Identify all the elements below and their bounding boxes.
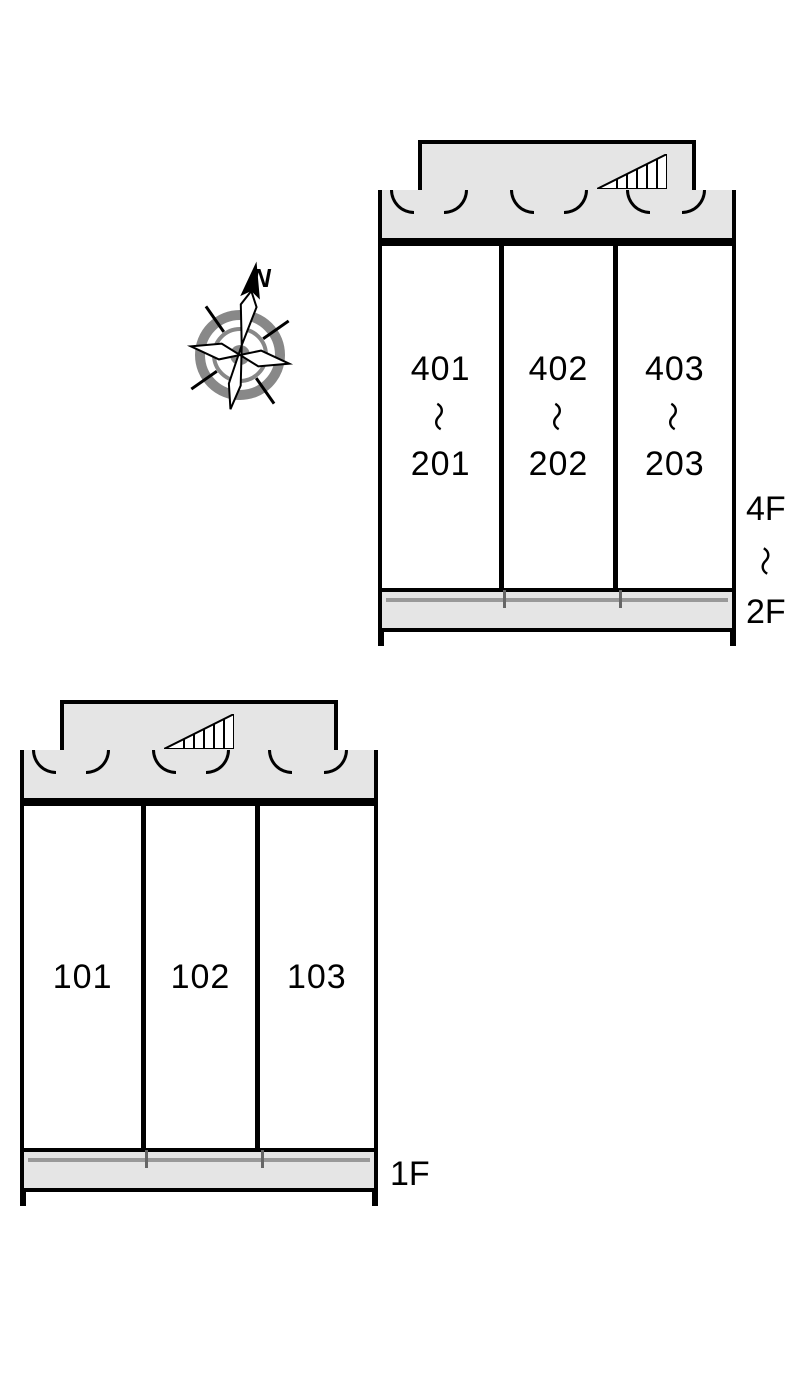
compass-north-label: N <box>252 263 272 293</box>
stairs-icon <box>597 154 667 189</box>
upper-floor-label: 4F 〜 2F <box>746 490 788 632</box>
unit-cell: 403 〜 203 <box>618 246 732 588</box>
floor-label: 1F <box>390 1155 430 1193</box>
unit-cell: 101 <box>24 806 146 1148</box>
upper-entry-roof <box>418 140 696 190</box>
lower-floor-label: 1F <box>390 1155 430 1194</box>
unit-cell: 402 〜 202 <box>504 246 617 588</box>
post-icon <box>730 628 736 646</box>
upper-balcony <box>378 592 736 632</box>
lower-walkway <box>20 750 378 802</box>
unit-cell: 102 <box>146 806 259 1148</box>
compass-rose: N <box>170 245 310 425</box>
post-icon <box>378 628 384 646</box>
unit-label-bottom: 201 <box>411 445 471 484</box>
unit-label: 102 <box>171 958 231 997</box>
unit-label: 103 <box>287 958 347 997</box>
post-icon <box>20 1188 26 1206</box>
stairs-icon <box>164 714 234 749</box>
floor-label-top: 4F <box>746 490 786 528</box>
range-tilde-icon: 〜 <box>745 546 789 576</box>
range-tilde-icon: 〜 <box>653 402 697 433</box>
unit-label-bottom: 202 <box>529 445 589 484</box>
unit-label-top: 401 <box>411 350 471 389</box>
range-tilde-icon: 〜 <box>536 402 580 433</box>
upper-walkway <box>378 190 736 242</box>
unit-cell: 103 <box>260 806 374 1148</box>
floor-label-bottom: 2F <box>746 593 786 631</box>
floorplan-container: N 401 <box>0 0 800 1381</box>
lower-balcony <box>20 1152 378 1192</box>
post-icon <box>372 1188 378 1206</box>
unit-cell: 401 〜 201 <box>382 246 504 588</box>
unit-label-top: 402 <box>529 350 589 389</box>
lower-unit-row: 101 102 103 <box>20 802 378 1152</box>
range-tilde-icon: 〜 <box>419 402 463 433</box>
upper-building-block: 401 〜 201 402 〜 202 403 〜 203 <box>378 140 736 632</box>
lower-building-block: 101 102 103 <box>20 700 378 1192</box>
unit-label-bottom: 203 <box>645 445 705 484</box>
unit-label: 101 <box>53 958 113 997</box>
upper-unit-row: 401 〜 201 402 〜 202 403 〜 203 <box>378 242 736 592</box>
lower-entry-roof <box>60 700 338 750</box>
unit-label-top: 403 <box>645 350 705 389</box>
